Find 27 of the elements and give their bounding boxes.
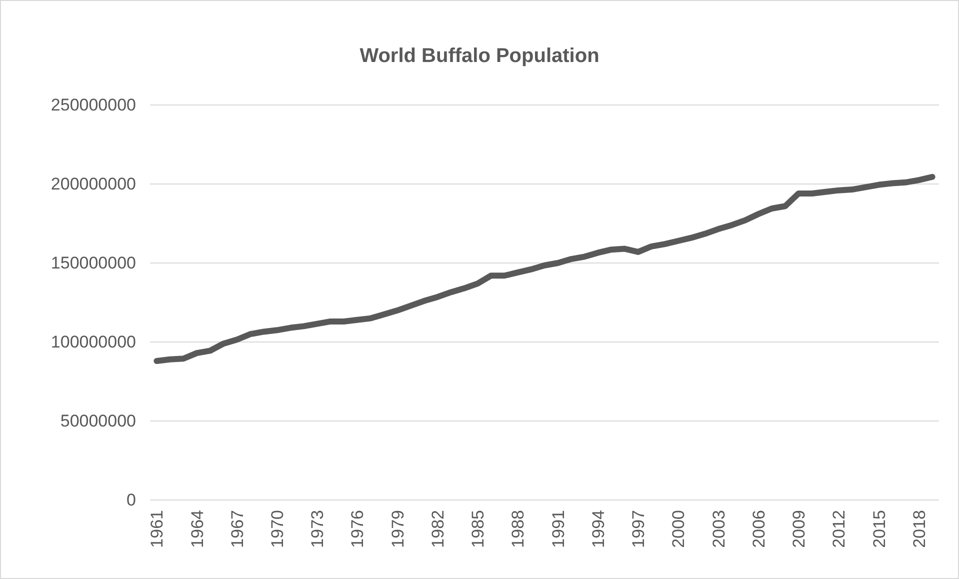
y-tick-label: 250000000: [50, 95, 136, 114]
x-tick-label: 2003: [709, 510, 728, 548]
chart-title: World Buffalo Population: [360, 45, 600, 67]
y-tick-label: 50000000: [60, 411, 136, 430]
y-tick-label: 200000000: [50, 174, 136, 194]
x-tick-label: 1967: [228, 510, 247, 548]
x-tick-label: 1973: [308, 510, 328, 548]
x-tick-label: 1964: [188, 510, 207, 548]
x-tick-label: 2018: [910, 510, 929, 548]
y-tick-label: 150000000: [50, 253, 136, 272]
x-tick-label: 2009: [790, 510, 809, 548]
x-tick-label: 2006: [749, 510, 768, 548]
x-tick-label: 1970: [268, 510, 287, 548]
x-tick-label: 1961: [148, 510, 167, 548]
y-tick-label: 0: [126, 490, 136, 510]
x-tick-label: 1979: [388, 510, 408, 548]
x-tick-label: 1988: [508, 510, 528, 548]
x-tick-label: 1976: [348, 510, 368, 548]
x-tick-label: 2015: [870, 510, 889, 548]
x-tick-label: 1985: [468, 510, 488, 548]
x-tick-label: 2012: [830, 510, 849, 548]
x-tick-label: 1994: [588, 510, 608, 548]
x-tick-label: 1982: [428, 510, 448, 548]
y-tick-label: 100000000: [50, 332, 136, 352]
x-tick-label: 1997: [629, 510, 648, 548]
x-tick-label: 1991: [548, 510, 568, 548]
x-tick-label: 2000: [669, 510, 688, 548]
